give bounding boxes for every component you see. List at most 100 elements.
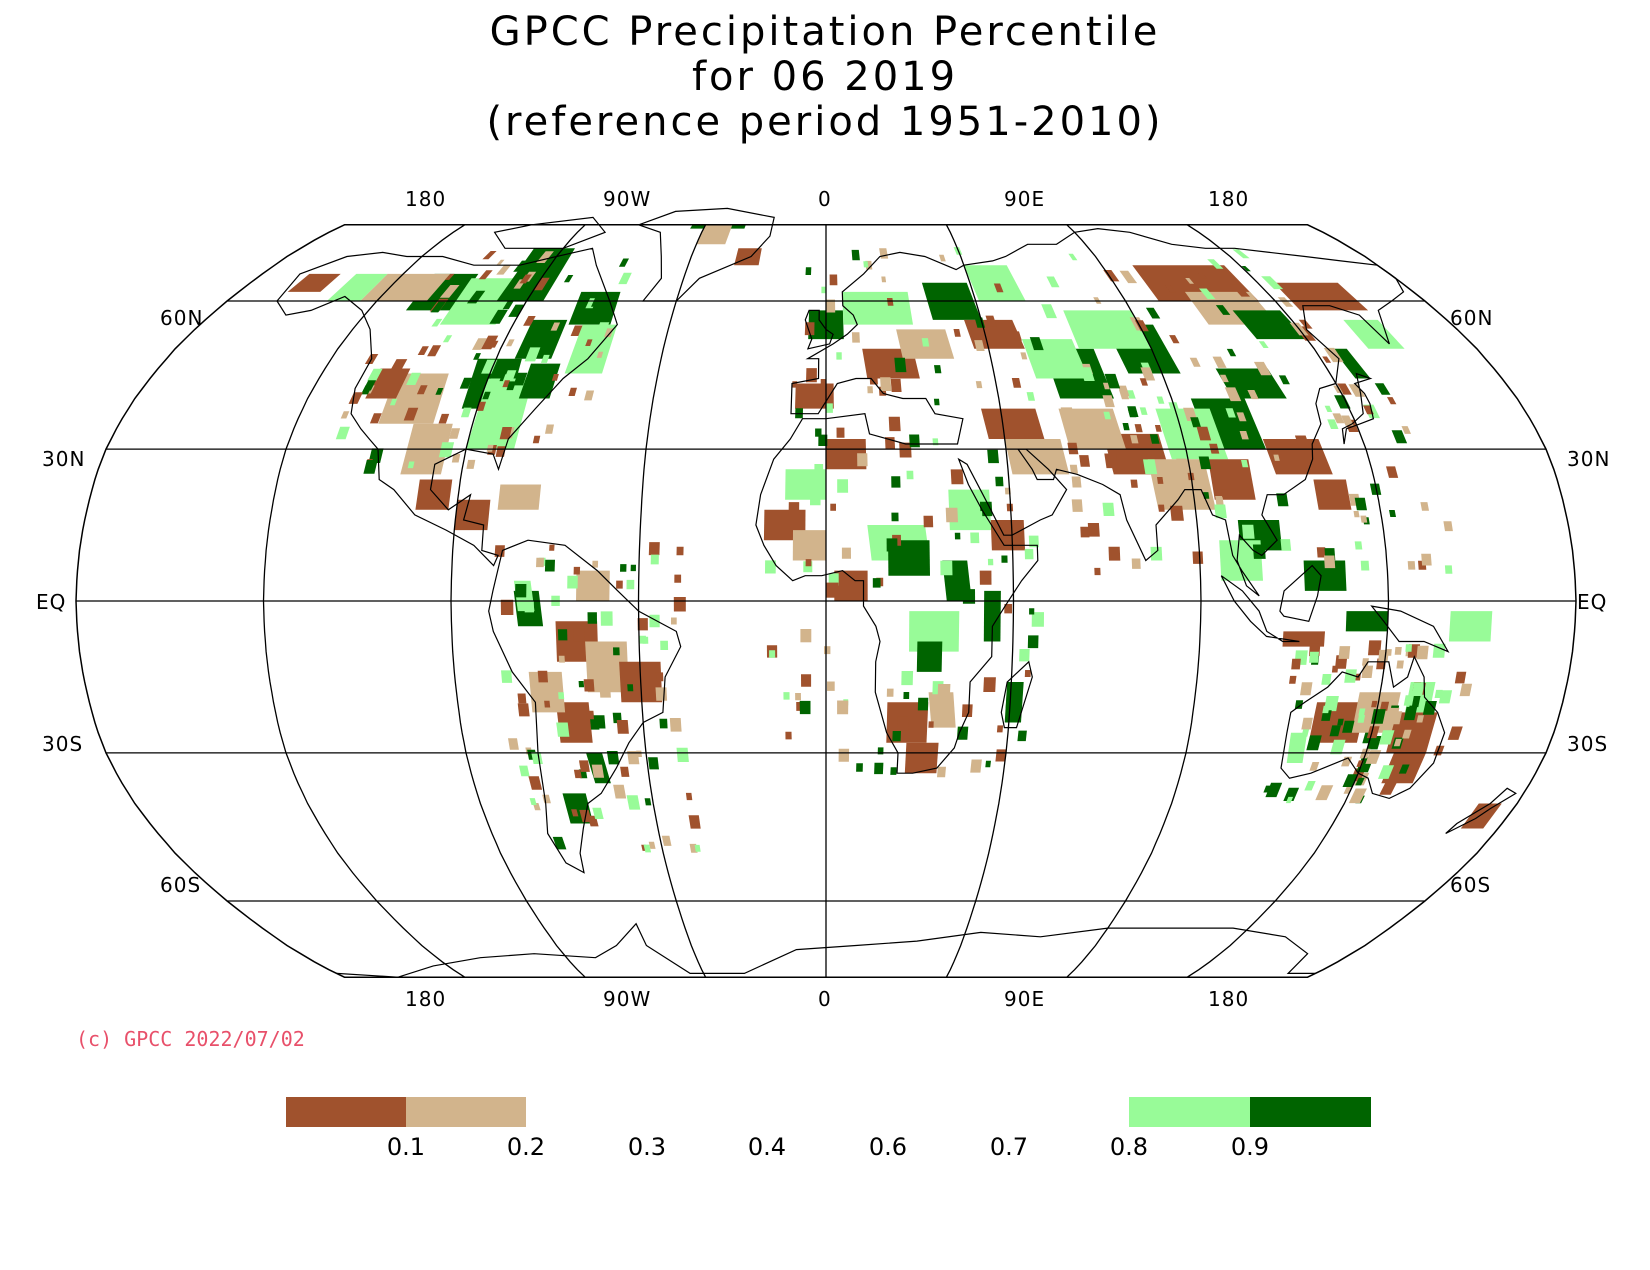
precip-pixel-very-dry <box>1024 670 1031 677</box>
precip-pixel-very-wet <box>630 564 636 572</box>
precip-pixel-wet <box>650 554 659 565</box>
precip-pixel-very-dry <box>788 502 800 515</box>
precip-pixel-dry <box>550 322 561 331</box>
precip-pixel-wet <box>1102 502 1115 516</box>
precip-pixel-very-wet <box>886 538 898 552</box>
coastline-south-america <box>488 539 682 874</box>
precip-pixel-dry <box>1273 454 1280 461</box>
precip-pixel-dry <box>1407 561 1416 570</box>
precip-pixel-very-wet <box>1374 383 1391 395</box>
precip-pixel-wet <box>660 640 669 650</box>
precip-pixel-very-dry <box>481 335 499 350</box>
precip-pixel-very-dry <box>388 359 408 374</box>
precip-pixel-very-dry <box>899 442 912 458</box>
precip-pixel-wet <box>1024 548 1034 560</box>
precip-pixel-very-wet <box>799 700 811 715</box>
precip-pixel-wet <box>407 461 415 469</box>
coastline-arctic-islands <box>493 216 607 249</box>
precip-pixel-wet <box>1405 644 1412 652</box>
precip-pixel-very-wet <box>1226 348 1237 357</box>
precip-pixel-very-wet <box>1422 701 1437 715</box>
precip-pixel-dry <box>1069 464 1078 474</box>
precip-pixel-very-dry <box>427 345 442 357</box>
precip-pixel-very-dry <box>888 416 901 432</box>
map-subtitle-period: for 06 2019 <box>691 54 959 100</box>
precip-pixel-wet <box>1321 674 1332 685</box>
precip-patch-dry <box>928 692 956 728</box>
precip-pixel-dry <box>1421 553 1432 566</box>
precip-pixel-wet <box>1330 739 1346 755</box>
precip-pixel-wet <box>1053 342 1064 352</box>
precip-patch-dry <box>528 671 566 713</box>
precip-pixel-dry <box>1301 717 1313 730</box>
precip-pixel-wet <box>1080 367 1095 381</box>
precip-pixel-very-dry <box>1104 453 1119 469</box>
precip-pixel-very-dry <box>517 693 527 704</box>
precip-pixel-dry <box>1341 415 1354 426</box>
precip-pixel-very-wet <box>962 589 976 604</box>
coastline-australia <box>1280 655 1446 800</box>
precip-pixel-wet <box>567 575 578 589</box>
precip-pixel-wet <box>519 765 530 777</box>
precip-pixel-very-dry <box>801 674 812 687</box>
precip-pixel-dry <box>1360 515 1368 523</box>
precip-pixel-very-wet <box>1190 417 1201 428</box>
legend-bin-dry <box>406 1097 526 1127</box>
precip-pixel-very-wet <box>466 290 486 304</box>
precip-pixel-wet <box>976 511 983 518</box>
precip-pixel-very-dry <box>886 298 894 306</box>
precip-pixel-dry <box>1343 786 1353 794</box>
precip-pixel-dry <box>1060 407 1076 422</box>
lon-label-bottom-180e: 180 <box>1208 987 1250 1011</box>
precip-pixel-very-wet <box>1398 764 1410 774</box>
precip-pixel-dry <box>1309 762 1320 771</box>
precip-pixel-very-wet <box>1145 307 1161 319</box>
precip-patch-very-dry <box>1460 803 1502 829</box>
precip-pixel-dry <box>800 629 812 643</box>
precip-pixel-wet <box>828 573 839 586</box>
precip-pixel-very-wet <box>891 476 901 488</box>
precip-pixel-wet <box>787 484 795 494</box>
precip-pixel-wet <box>502 370 517 384</box>
precip-pixel-dry <box>857 453 868 467</box>
coastline-new-guinea <box>1370 605 1450 653</box>
precip-pixel-very-wet <box>563 275 574 283</box>
precip-pixel-very-wet <box>613 647 620 656</box>
precip-pixel-very-dry <box>785 731 792 740</box>
precip-pixel-wet <box>837 479 849 493</box>
precip-pixel-very-wet <box>489 309 508 324</box>
precip-pixel-very-wet <box>557 629 568 641</box>
precip-pixel-wet <box>1309 651 1319 663</box>
precip-pixel-wet <box>558 692 565 700</box>
precip-pixel-dry <box>937 766 946 778</box>
precip-pixel-wet <box>1358 708 1366 716</box>
map-title: GPCC Precipitation Percentile <box>489 9 1161 55</box>
precip-pixel-dry <box>825 299 836 313</box>
precip-patch-very-dry <box>1282 631 1325 647</box>
precip-pixel-wet <box>1242 524 1255 539</box>
precip-pixel-very-wet <box>1276 493 1289 507</box>
precip-pixel-dry <box>851 332 860 343</box>
precip-pixel-dry <box>1324 555 1336 569</box>
precip-pixel-very-wet <box>506 381 516 391</box>
precip-pixel-very-wet <box>1017 730 1027 742</box>
precip-pixel-very-wet <box>934 365 942 374</box>
precip-pixel-dry <box>975 381 983 389</box>
precip-pixel-very-dry <box>620 766 630 777</box>
precip-pixel-very-wet <box>1283 787 1300 801</box>
precip-pixel-dry <box>1102 395 1115 408</box>
precip-pixel-very-dry <box>805 559 812 567</box>
precip-pixel-wet <box>1438 690 1453 704</box>
precip-patch-dry <box>497 484 542 510</box>
precip-pixel-very-dry <box>494 545 505 557</box>
precip-pixel-very-wet <box>874 762 884 775</box>
coastline-uk <box>804 309 834 350</box>
precip-pixel-dry <box>1402 729 1412 739</box>
precip-pixel-very-dry <box>1454 671 1467 684</box>
precip-pixel-very-dry <box>500 599 514 615</box>
precip-pixel-dry <box>1020 352 1028 360</box>
precip-pixel-very-wet <box>587 612 597 624</box>
precip-pixel-wet <box>1019 649 1030 662</box>
precip-pixel-very-wet <box>909 434 920 448</box>
